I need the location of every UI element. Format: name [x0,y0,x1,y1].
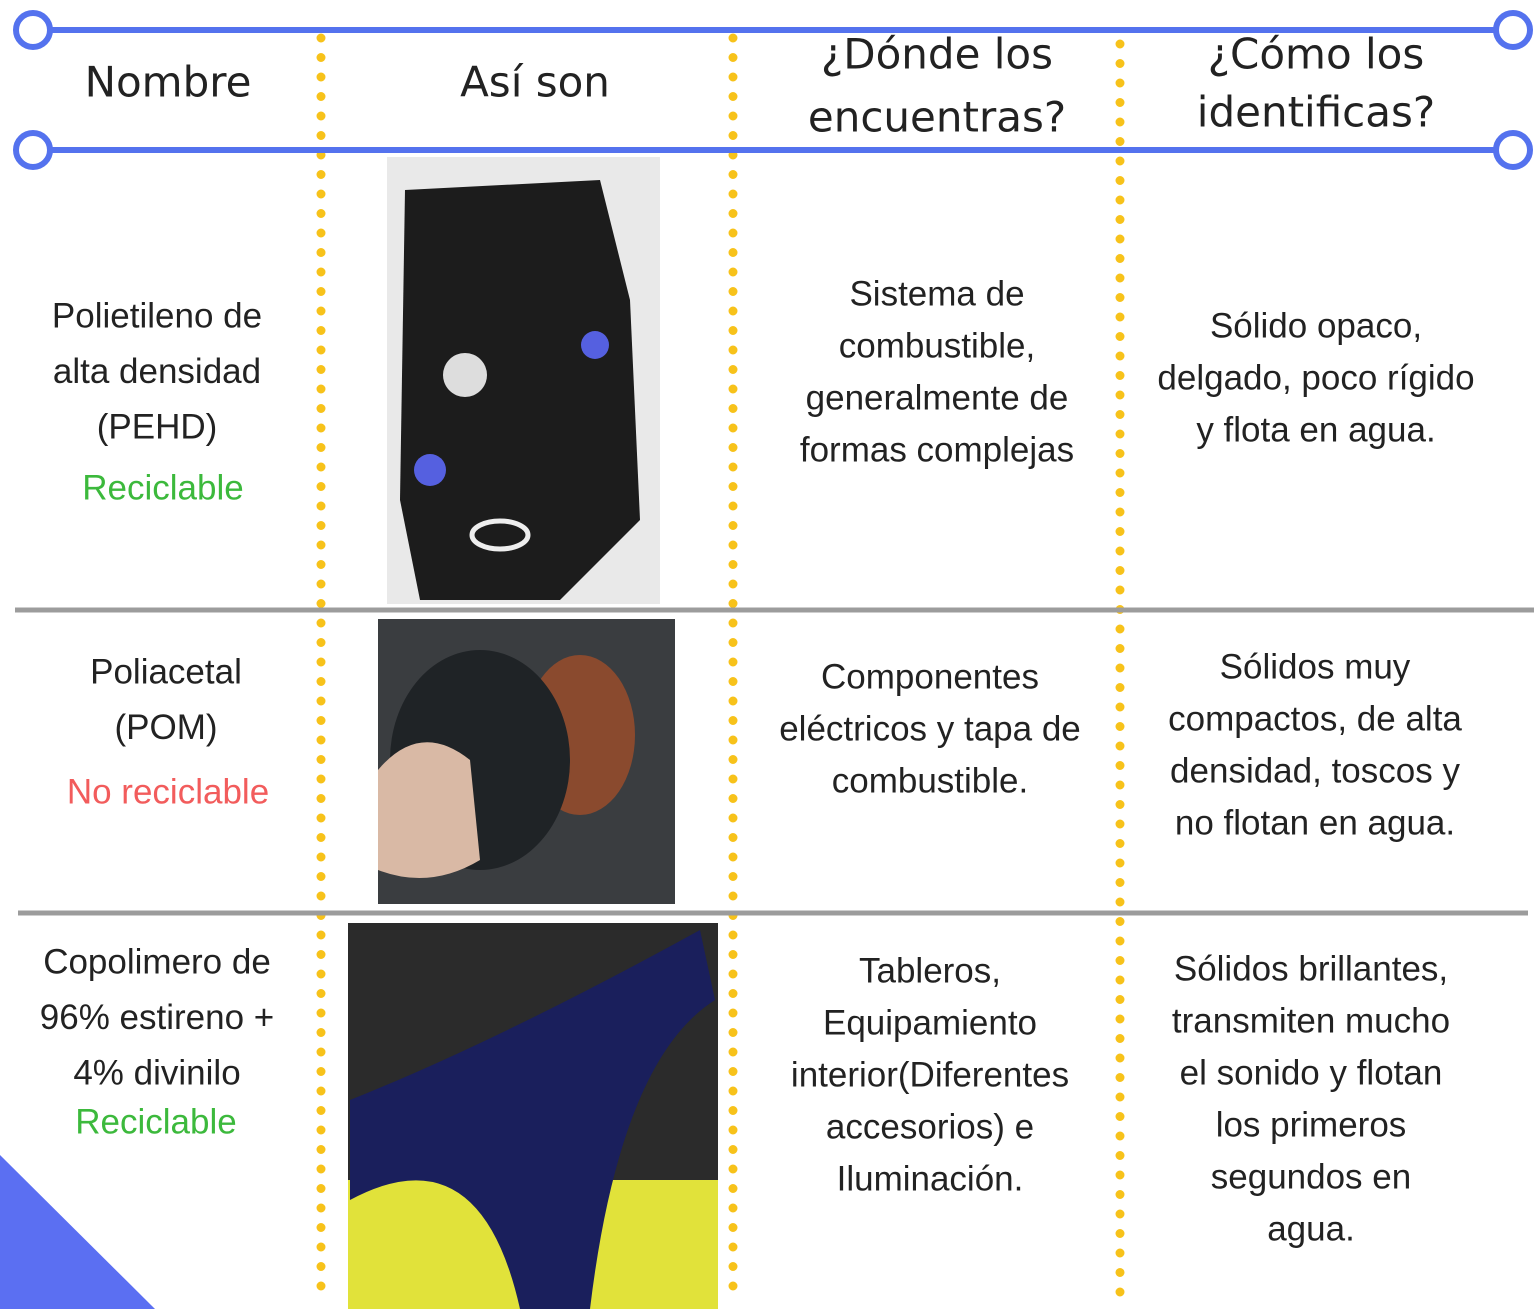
identification-text: transmiten mucho [1172,1001,1450,1040]
location-text: Tableros, [859,951,1001,990]
location-text: accesorios) e [826,1107,1034,1146]
corner-triangle [0,1155,155,1309]
identification-text: agua. [1267,1209,1355,1248]
row-separators [15,607,1534,916]
location-text: formas complejas [800,430,1074,469]
material-name: Polietileno de [52,296,262,335]
location-text: generalmente de [806,378,1069,417]
identification-text: y flota en agua. [1196,410,1435,449]
header-label: ¿Dónde los [821,30,1053,79]
identification-text: no flotan en agua. [1175,803,1455,842]
identification-text: el sonido y flotan [1180,1053,1443,1092]
location-text: interior(Diferentes [791,1055,1069,1094]
identification-text: los primeros [1216,1105,1407,1144]
location-text: combustible, [839,326,1035,365]
header-label: encuentras? [808,93,1066,142]
material-name: 96% estireno + [40,998,274,1037]
recycle-status: Reciclable [75,1102,236,1141]
material-name: 4% divinilo [73,1053,240,1092]
identification-text: densidad, toscos y [1170,751,1460,790]
location-text: Sistema de [849,274,1024,313]
header-label: ¿Cómo los [1208,30,1425,79]
identification-text: Sólido opaco, [1210,306,1422,345]
material-name: Copolimero de [43,942,271,981]
recycle-status: No reciclable [67,772,269,811]
material-name: (PEHD) [97,407,218,446]
header-label: Nombre [85,58,252,107]
location-text: Iluminación. [837,1159,1024,1198]
recycle-status: Reciclable [82,468,243,507]
identification-text: compactos, de alta [1168,699,1462,738]
header-label: Así son [460,58,610,107]
material-name: Poliacetal [90,652,242,691]
photo-fuel-cap [378,619,675,904]
identification-text: Sólidos brillantes, [1174,949,1448,988]
header-label: identificas? [1197,88,1435,137]
photo-fender [348,923,718,1309]
location-text: Equipamiento [823,1003,1037,1042]
identification-text: delgado, poco rígido [1157,358,1474,397]
column-dividers [316,33,1125,1309]
identification-text: Sólidos muy [1220,647,1411,686]
identification-text: segundos en [1211,1157,1411,1196]
material-name: alta densidad [53,352,261,391]
material-name: (POM) [114,708,217,747]
photo-fuel-tank [387,157,660,604]
location-text: Componentes [821,657,1039,696]
location-text: combustible. [832,761,1028,800]
location-text: eléctricos y tapa de [779,709,1081,748]
header-rules [13,10,1533,170]
